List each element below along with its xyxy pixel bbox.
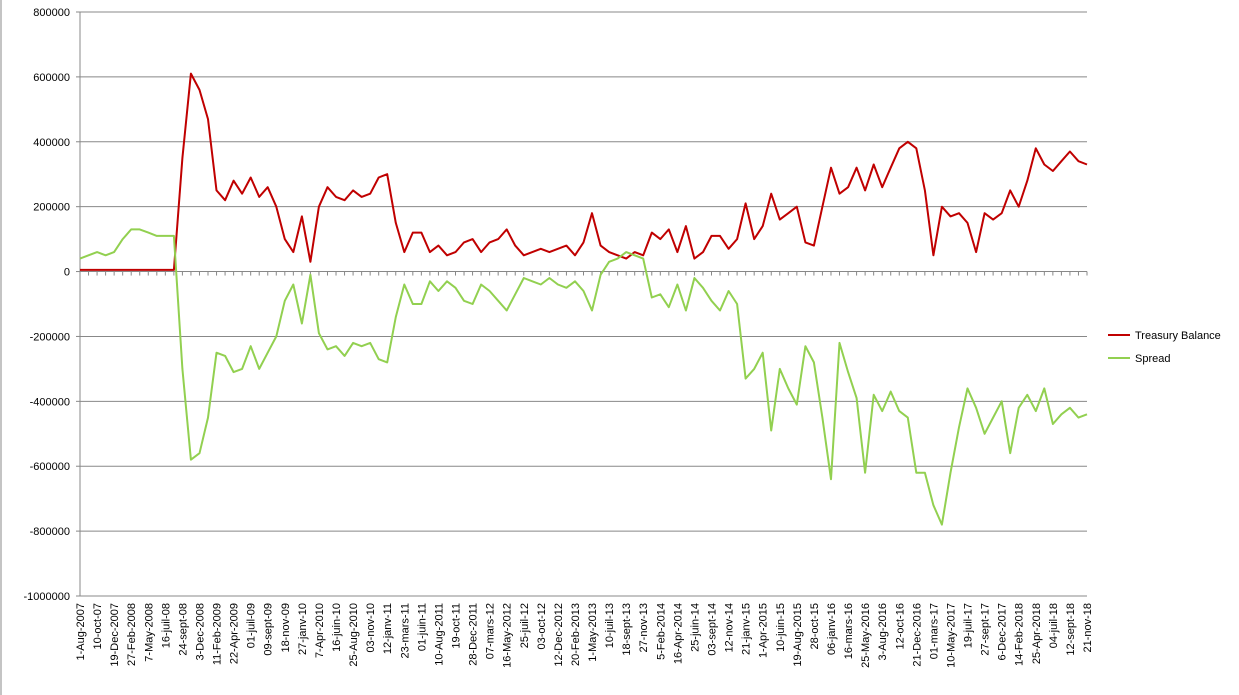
x-tick-label: 16-juin-10 — [331, 603, 343, 652]
x-tick-label: 25-May-2016 — [860, 603, 872, 668]
x-tick-label: 1-Aug-2007 — [75, 603, 87, 661]
x-tick-label: 12-Dec-2012 — [553, 603, 565, 667]
x-tick-label: 10-May-2017 — [945, 603, 957, 668]
x-tick-label: 19-juil-17 — [963, 603, 975, 648]
x-tick-label: 10-oct-07 — [92, 603, 104, 649]
x-tick-label: 16-juil-08 — [160, 603, 172, 648]
x-tick-label: 12-nov-14 — [724, 603, 736, 653]
y-tick-label: -400000 — [30, 396, 70, 408]
x-tick-label: 03-sept-14 — [707, 603, 719, 656]
x-tick-label: 20-Feb-2013 — [570, 603, 582, 666]
x-tick-label: 25-Apr-2018 — [1031, 603, 1043, 664]
x-tick-label: 19-Dec-2007 — [109, 603, 121, 667]
x-tick-label: 5-Feb-2014 — [655, 603, 667, 660]
x-tick-label: 3-Dec-2008 — [194, 603, 206, 660]
y-tick-label: -600000 — [30, 461, 70, 473]
x-tick-label: 03-nov-10 — [365, 603, 377, 653]
legend-label: Spread — [1135, 353, 1170, 365]
y-tick-label: 800000 — [33, 7, 70, 19]
x-tick-label: 6-Dec-2017 — [997, 603, 1009, 660]
x-tick-label: 12-sept-18 — [1065, 603, 1077, 656]
x-tick-label: 3-Aug-2016 — [877, 603, 889, 661]
x-tick-label: 10-Aug-2011 — [433, 603, 445, 666]
x-tick-label: 16-Apr-2014 — [672, 603, 684, 664]
x-tick-label: 21-Dec-2016 — [911, 603, 923, 667]
x-tick-label: 1-Apr-2015 — [758, 603, 770, 658]
x-tick-label: 04-juil-18 — [1048, 603, 1060, 648]
x-tick-label: 27-nov-13 — [638, 603, 650, 653]
x-tick-label: 24-sept-08 — [177, 603, 189, 656]
x-tick-label: 25-juin-14 — [689, 603, 701, 652]
y-tick-label: 600000 — [33, 72, 70, 84]
x-tick-label: 21-nov-18 — [1082, 603, 1094, 653]
x-tick-label: 12-janv-11 — [382, 603, 394, 654]
y-tick-label: -1000000 — [24, 591, 71, 603]
x-tick-label: 12-oct-16 — [894, 603, 906, 649]
x-tick-label: 10-juil-13 — [604, 603, 616, 648]
x-tick-label: 03-oct-12 — [536, 603, 548, 649]
y-tick-label: 400000 — [33, 137, 70, 149]
y-tick-label: -800000 — [30, 526, 70, 538]
y-tick-label: -200000 — [30, 331, 70, 343]
x-tick-label: 28-Dec-2011 — [468, 603, 480, 666]
x-tick-label: 01-juil-09 — [246, 603, 258, 648]
x-tick-label: 28-oct-15 — [809, 603, 821, 649]
series-line — [80, 72, 1088, 271]
x-tick-label: 22-Apr-2009 — [229, 603, 241, 664]
series-line — [79, 228, 1088, 526]
x-tick-label: 27-janv-10 — [297, 603, 309, 655]
x-tick-label: 27-sept-17 — [980, 603, 992, 656]
x-tick-label: 18-sept-13 — [621, 603, 633, 656]
x-tick-label: 25-Aug-2010 — [348, 603, 360, 667]
x-tick-label: 19-Aug-2015 — [792, 603, 804, 667]
y-tick-label: 0 — [64, 267, 70, 279]
x-tick-label: 01-mars-17 — [928, 603, 940, 659]
x-tick-label: 16-mars-16 — [843, 603, 855, 659]
x-tick-label: 7-Apr-2010 — [314, 603, 326, 658]
x-tick-label: 14-Feb-2018 — [1014, 603, 1026, 666]
x-tick-label: 23-mars-11 — [399, 603, 411, 658]
x-tick-label: 21-janv-15 — [741, 603, 753, 655]
x-tick-label: 11-Feb-2009 — [212, 603, 224, 665]
y-tick-label: 200000 — [33, 202, 70, 214]
x-tick-label: 1-May-2013 — [587, 603, 599, 662]
x-tick-label: 07-mars-12 — [485, 603, 497, 659]
x-tick-label: 19-oct-11 — [450, 603, 462, 649]
legend-label: Treasury Balance — [1135, 330, 1221, 342]
x-tick-label: 16-May-2012 — [502, 603, 514, 668]
x-tick-label: 01-juin-11 — [416, 603, 428, 651]
x-tick-label: 06-janv-16 — [826, 603, 838, 655]
x-tick-label: 10-juin-15 — [775, 603, 787, 652]
x-tick-label: 18-nov-09 — [280, 603, 292, 653]
x-tick-label: 27-Feb-2008 — [126, 603, 138, 666]
x-tick-label: 7-May-2008 — [143, 603, 155, 662]
x-tick-label: 25-juil-12 — [519, 603, 531, 648]
x-tick-label: 09-sept-09 — [263, 603, 275, 656]
